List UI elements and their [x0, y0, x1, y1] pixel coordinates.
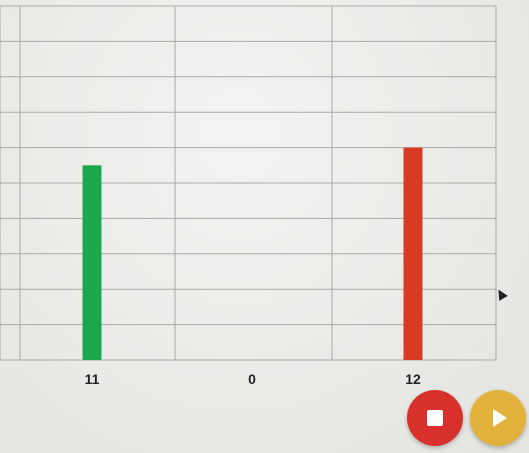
play-icon [493, 409, 507, 427]
chart-bar [403, 147, 423, 360]
play-button[interactable] [470, 390, 526, 446]
stop-button[interactable] [407, 390, 463, 446]
chart-value-labels: 11 0 12 [85, 371, 421, 387]
chart-bars [82, 147, 423, 360]
stop-icon [427, 410, 443, 426]
bar-value-label: 0 [248, 371, 256, 387]
bar-value-label: 12 [405, 371, 421, 387]
chart-bar [82, 165, 102, 360]
bar-value-label: 11 [85, 371, 100, 387]
